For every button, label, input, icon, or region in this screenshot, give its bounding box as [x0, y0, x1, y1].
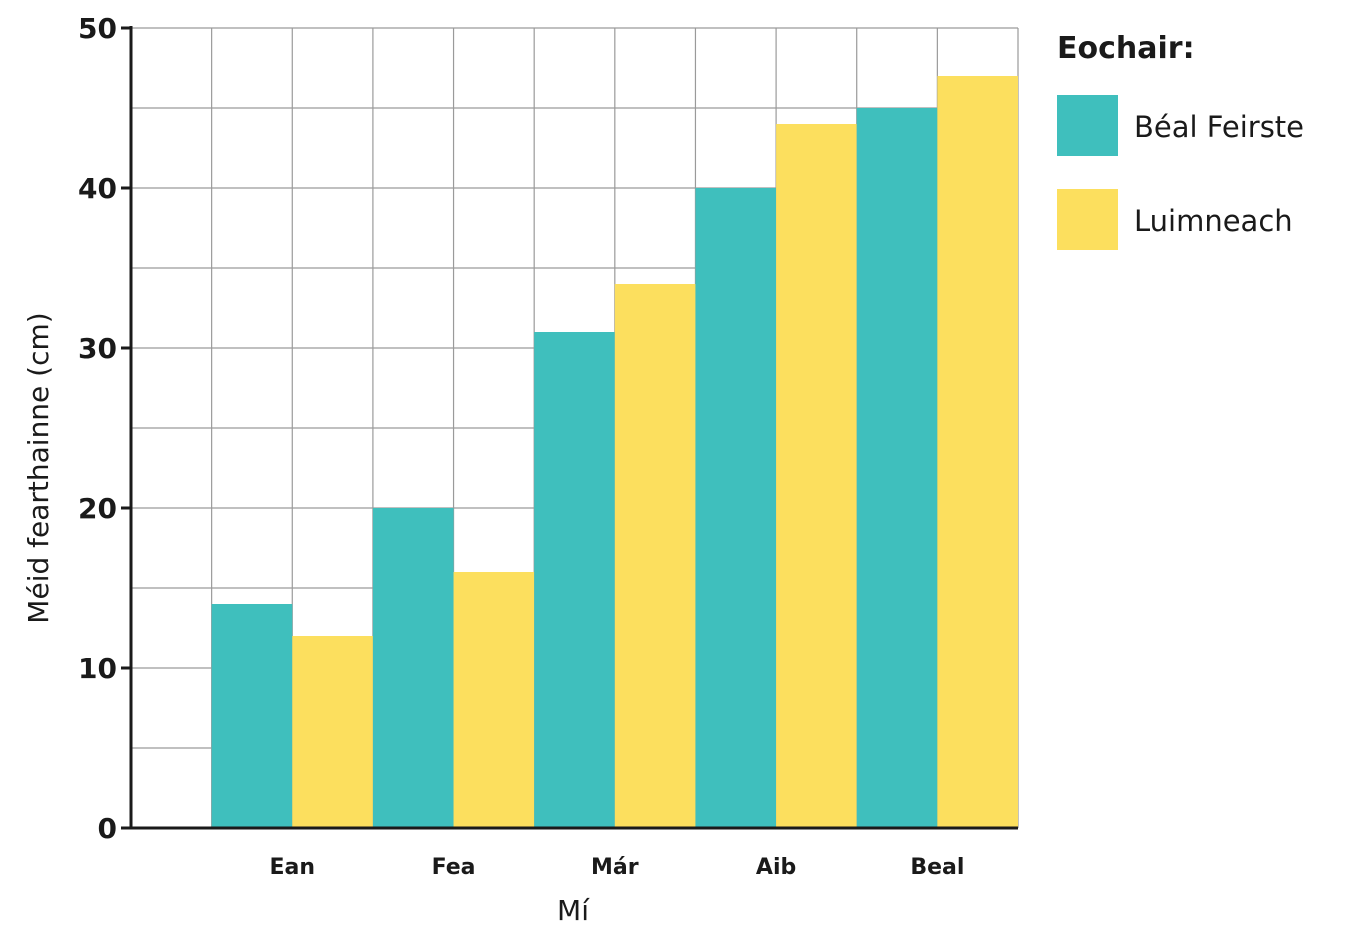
bar-series1 [695, 188, 777, 828]
axes [121, 26, 1018, 830]
legend-label: Béal Feirste [1134, 110, 1304, 144]
x-category-label: Aib [756, 855, 796, 880]
x-category-label: Ean [269, 855, 315, 880]
bar-series2 [776, 124, 857, 828]
legend-label: Luimneach [1134, 204, 1293, 238]
legend-swatch [1057, 95, 1118, 156]
legend-swatch [1057, 189, 1118, 250]
y-tick-label: 50 [78, 12, 117, 45]
bar-series2 [453, 572, 535, 828]
y-axis-title: Méid fearthainne (cm) [22, 312, 55, 623]
legend: Eochair: Béal Feirste Luimneach [1057, 31, 1304, 250]
y-tick-label: 10 [78, 652, 117, 685]
y-tick-label: 40 [78, 172, 117, 205]
bars [211, 76, 1018, 828]
x-category-label: Beal [910, 855, 964, 880]
y-tick-label: 20 [78, 492, 117, 525]
bar-series1 [534, 332, 615, 828]
y-tick-label: 0 [98, 812, 117, 845]
bar-series2 [937, 76, 1018, 828]
y-tick-labels: 0 10 20 30 40 50 [78, 12, 117, 845]
x-axis-title: Mí [557, 894, 590, 927]
x-category-label: Fea [432, 855, 476, 880]
bar-series1 [372, 508, 454, 828]
bar-series1 [211, 604, 293, 828]
bar-series2 [292, 636, 373, 828]
x-category-label: Már [591, 855, 639, 880]
bar-series2 [614, 284, 696, 828]
x-category-labels: Ean Fea Már Aib Beal [269, 855, 964, 880]
legend-title: Eochair: [1057, 31, 1195, 66]
bar-series1 [856, 108, 938, 828]
y-tick-label: 30 [78, 332, 117, 365]
